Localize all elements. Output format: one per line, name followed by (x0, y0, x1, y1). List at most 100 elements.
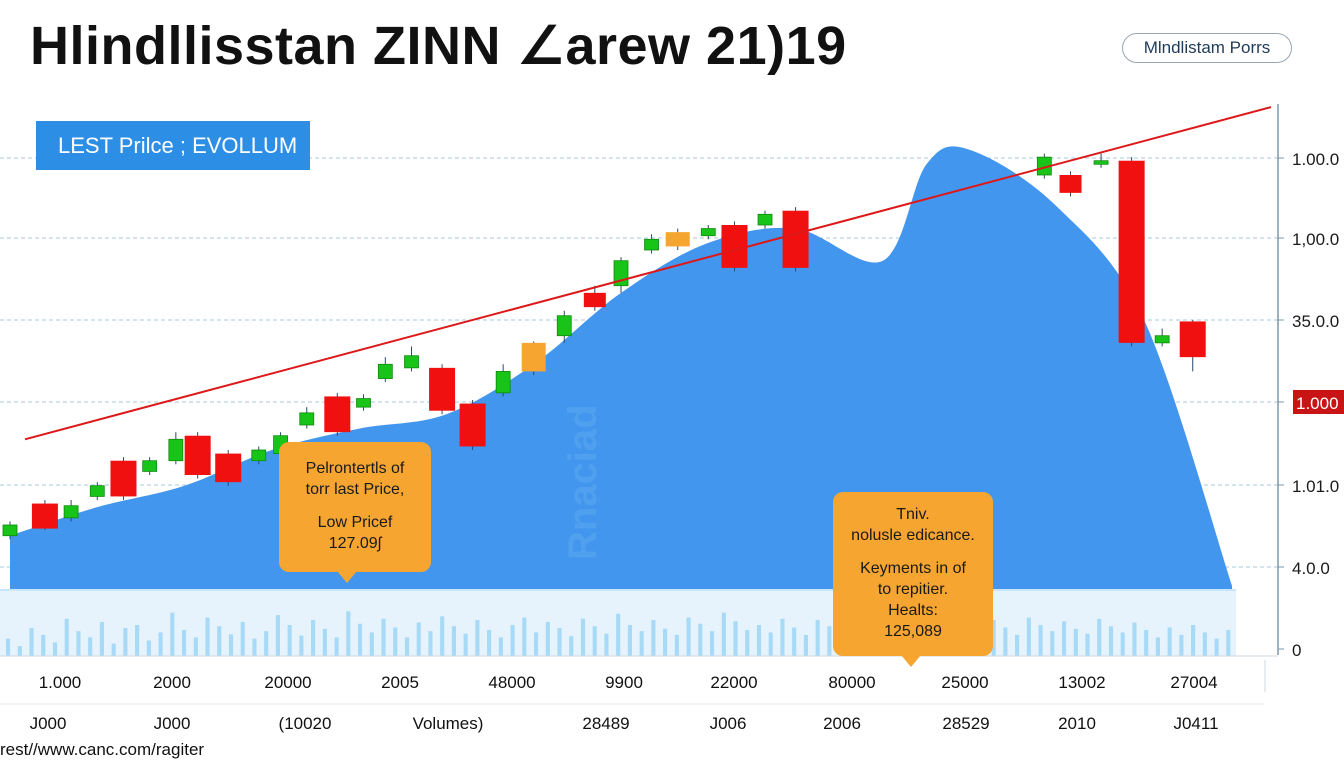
volume-bar (510, 625, 515, 656)
volume-bar (311, 620, 316, 656)
x-tick-label: 20000 (264, 673, 311, 692)
volume-bar (123, 628, 128, 656)
candle-body (1118, 160, 1145, 343)
volume-bar (1179, 634, 1184, 656)
candle-body (89, 485, 105, 497)
volume-bar (275, 615, 280, 656)
volume-bar (487, 629, 492, 656)
candle-body (377, 363, 393, 379)
volume-bar (334, 637, 339, 656)
volume-bar (557, 628, 562, 656)
volume-bar (639, 631, 644, 656)
source-button[interactable]: Mlndlistam Porrs (1122, 33, 1292, 63)
callout-line: Low Pricef (317, 514, 393, 531)
volume-bar (381, 618, 386, 656)
volume-bar (498, 637, 503, 656)
x-tick-label: 80000 (828, 673, 875, 692)
volume-bar (135, 625, 140, 656)
volume-bar (1155, 637, 1160, 656)
volume-bar (416, 622, 421, 656)
volume-bar (205, 617, 210, 656)
x-tick-label: 1.000 (39, 673, 82, 692)
volume-bar (1050, 631, 1055, 656)
candle-body (1093, 160, 1109, 165)
volume-bar (686, 617, 691, 656)
volume-bar (322, 628, 327, 656)
volume-bar (627, 625, 632, 656)
x-tick-label: 2005 (381, 673, 419, 692)
volume-bar (1026, 617, 1031, 656)
volume-bar (792, 627, 797, 656)
volume-bar (827, 626, 832, 656)
x-tick-label-secondary: J006 (710, 714, 747, 733)
volume-bar (592, 626, 597, 656)
x-tick-label: 22000 (710, 673, 757, 692)
volume-bar (1073, 628, 1078, 656)
y-axis: 1.00.0 1,00.0 35.0.0 1.000 1.01.0 4.0.0 0 (0, 104, 1344, 705)
candle-body (521, 342, 546, 372)
volume-bar (768, 632, 773, 656)
volume-bar (534, 632, 539, 656)
volume-bar (217, 626, 222, 656)
y-tick-label: 0 (1292, 641, 1301, 660)
volume-bar (252, 638, 257, 656)
y-tick-label: 4.0.0 (1292, 559, 1330, 578)
volume-bar (674, 634, 679, 656)
x-tick-label: 13002 (1058, 673, 1105, 692)
candle-body (459, 403, 486, 447)
watermark-text: Rnaciad (561, 404, 605, 560)
volume-bar (663, 628, 668, 656)
callout-line: Keyments in of (860, 560, 966, 577)
volume-bar (1202, 632, 1207, 656)
candle-body (1179, 321, 1206, 358)
volume-bar (756, 625, 762, 656)
volume-bars (6, 611, 1231, 656)
volume-bar (64, 618, 69, 656)
x-tick-label-secondary: J000 (154, 714, 191, 733)
volume-bar (1108, 626, 1114, 656)
x-tick-label: 27004 (1170, 673, 1217, 692)
callout-line: Tniv. (896, 506, 930, 523)
volume-bar (1038, 625, 1043, 656)
candle-body (356, 398, 371, 408)
volume-bar (522, 617, 527, 656)
callout-line: nolusle edicance. (851, 527, 975, 544)
footer-url-link[interactable]: rest//www.canc.com/ragiter (0, 740, 205, 759)
volume-bar (803, 634, 808, 656)
callout-healts: Tniv. nolusle edicance. Keyments in of t… (833, 492, 993, 667)
candle-body (31, 503, 58, 529)
trendline-line (24, 106, 1272, 441)
callout-low-price: Pelrontertls of torr last Price, Low Pri… (279, 442, 431, 583)
x-tick-label-secondary: J0411 (1173, 714, 1218, 733)
candle-body (700, 228, 716, 237)
volume-bar (721, 612, 726, 656)
volume-bar (41, 634, 46, 656)
volume-bar (146, 640, 151, 656)
x-tick-label-secondary: 28529 (942, 714, 989, 733)
x-tick-label: 48000 (488, 673, 535, 692)
candle-body (429, 367, 456, 411)
callout-line: Pelrontertls of (305, 460, 405, 477)
volume-bar (88, 637, 93, 656)
volume-bar (1167, 627, 1172, 656)
candle-body (495, 371, 511, 394)
area-series (0, 146, 1236, 656)
volume-bar (369, 632, 374, 656)
candle-body (556, 315, 572, 337)
volume-bar (264, 631, 269, 656)
candle-body (142, 460, 158, 472)
volume-bar (6, 638, 11, 656)
volume-bar (1062, 621, 1067, 656)
x-tick-label-secondary: 2006 (823, 714, 861, 733)
volume-bar (440, 616, 445, 656)
volume-bar (299, 635, 304, 656)
volume-bar (475, 620, 480, 656)
volume-bar (651, 620, 656, 656)
y-tick-label: 1,00.0 (1292, 230, 1339, 249)
volume-bar (76, 631, 81, 656)
x-tick-label-secondary: Volumes) (413, 714, 484, 733)
volume-bar (1226, 629, 1231, 656)
candle-body (2, 524, 18, 537)
volume-bar (1132, 622, 1137, 656)
volume-bar (158, 632, 163, 656)
